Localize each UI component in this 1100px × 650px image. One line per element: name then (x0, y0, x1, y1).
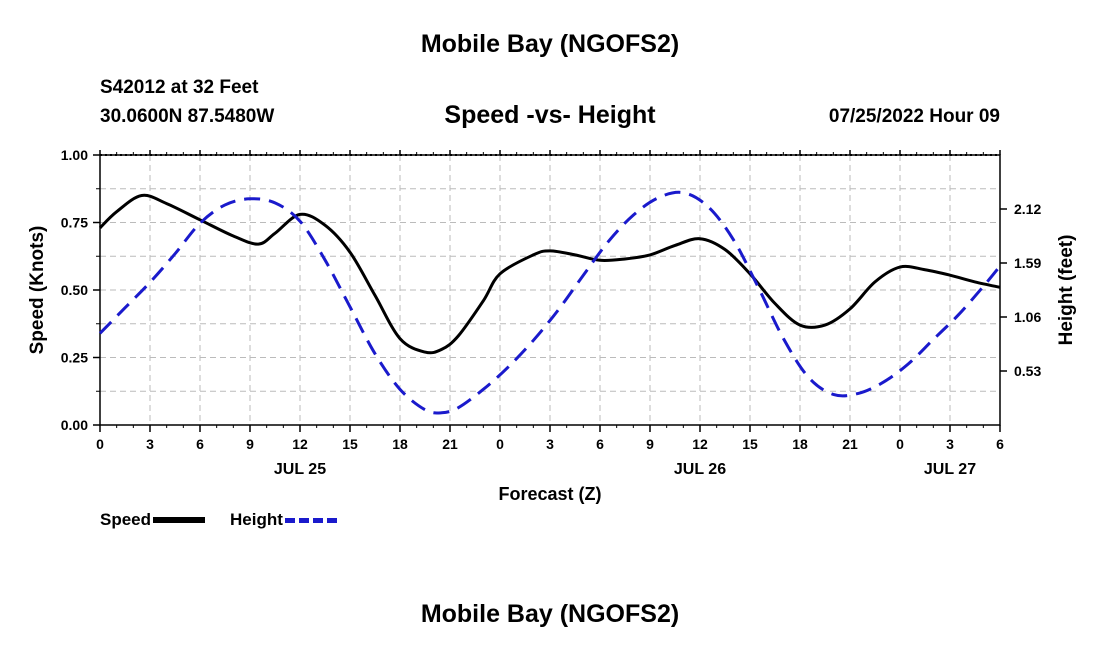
y-right-tick-label: 0.53 (1014, 363, 1041, 379)
legend-height-swatch (284, 517, 337, 523)
x-tick-label: 0 (496, 436, 504, 452)
y-left-tick-label: 0.25 (61, 350, 88, 366)
y-left-tick-label: 1.00 (61, 147, 88, 163)
y-left-tick-label: 0.75 (61, 215, 88, 231)
page-title: Mobile Bay (NGOFS2) (420, 30, 680, 58)
x-tick-label: 6 (996, 436, 1004, 452)
x-tick-label: 3 (146, 436, 154, 452)
coordinates-label: 30.0600N 87.5480W (100, 106, 275, 127)
x-axis-title: Forecast (Z) (498, 484, 601, 504)
x-tick-label: 18 (792, 436, 808, 452)
series-speed-line (98, 193, 1001, 355)
x-tick-label: 21 (842, 436, 858, 452)
x-tick-label: 18 (392, 436, 408, 452)
x-tick-label: 15 (342, 436, 358, 452)
legend-speed: Speed (100, 510, 206, 530)
y-right-tick-label: 1.59 (1014, 255, 1041, 271)
legend-speed-label: Speed (100, 510, 152, 529)
date-label: JUL 27 (924, 461, 976, 478)
y-right-axis-title: Height (feet) (1056, 235, 1077, 346)
forecast-datetime: 07/25/2022 Hour 09 (828, 106, 1000, 127)
station-label: S42012 at 32 Feet (100, 77, 259, 98)
x-tick-label: 12 (292, 436, 308, 452)
x-tick-label: 0 (96, 436, 104, 452)
y-right-tick-label: 2.12 (1014, 201, 1041, 217)
x-tick-label: 9 (246, 436, 254, 452)
x-tick-label: 12 (692, 436, 708, 452)
x-tick-label: 6 (596, 436, 604, 452)
x-tick-label: 6 (196, 436, 204, 452)
x-tick-label: 15 (742, 436, 758, 452)
x-tick-label: 0 (896, 436, 904, 452)
y-left-axis-title: Speed (Knots) (27, 226, 48, 355)
legend-speed-swatch (153, 517, 206, 523)
legend-height-label: Height (230, 510, 283, 529)
y-right-tick-label: 1.06 (1014, 309, 1041, 325)
x-tick-label: 3 (946, 436, 954, 452)
x-tick-label: 21 (442, 436, 458, 452)
date-label: JUL 26 (674, 461, 726, 478)
date-label: JUL 25 (274, 461, 326, 478)
y-left-tick-label: 0.50 (61, 282, 88, 298)
x-tick-label: 3 (546, 436, 554, 452)
footer-title: Mobile Bay (NGOFS2) (420, 600, 680, 628)
y-left-tick-label: 0.00 (61, 417, 88, 433)
series-height-line (98, 190, 1002, 415)
x-tick-label: 9 (646, 436, 654, 452)
chart-subtitle: Speed -vs- Height (444, 101, 656, 129)
legend-height: Height (230, 510, 337, 530)
